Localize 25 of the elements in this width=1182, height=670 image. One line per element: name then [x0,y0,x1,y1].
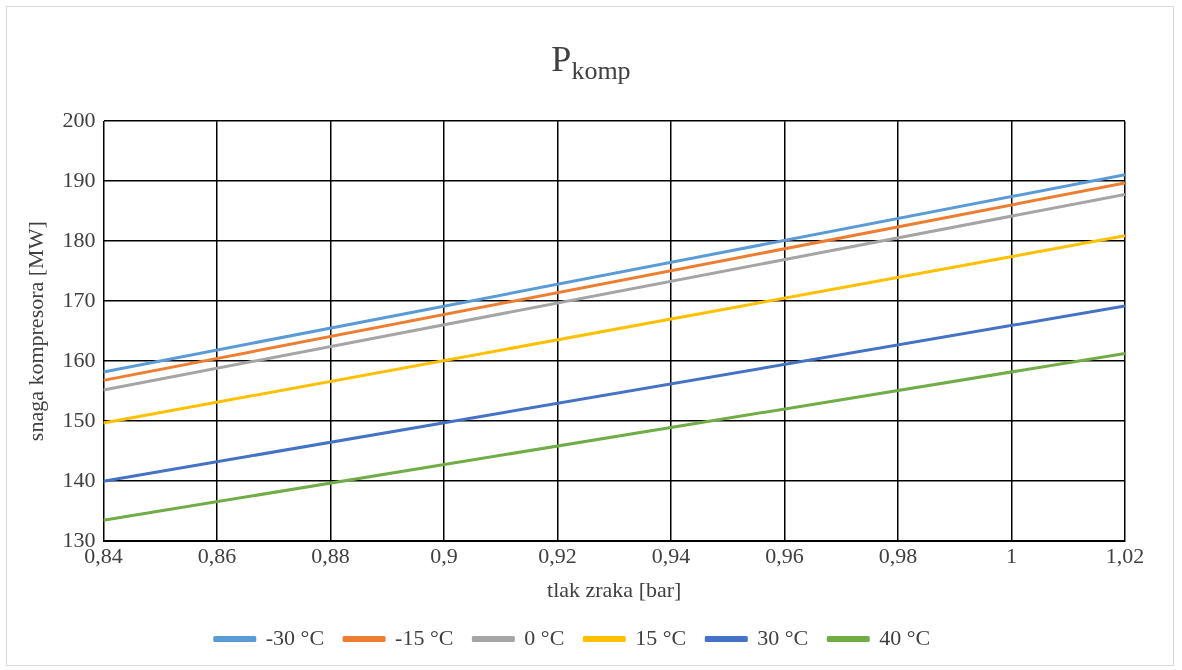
legend-label: 30 °C [757,624,809,650]
x-tick-label: 0,96 [765,543,804,569]
x-tick-label: 1,02 [1105,543,1145,569]
x-tick-label: 0,98 [878,543,918,569]
y-tick-label: 160 [62,346,96,372]
y-tick-label: 190 [62,166,96,192]
x-tick-label: 0,88 [311,543,350,569]
legend-label: 40 °C [879,624,931,650]
y-tick-label: 140 [62,466,96,492]
legend-label: 0 °C [524,624,565,650]
legend-label: 15 °C [635,624,687,650]
y-tick-label: 170 [62,286,96,312]
x-tick-label: 0,9 [430,543,458,569]
x-tick-label: 0,92 [538,543,577,569]
chart-title: P$_{komp}$ [550,38,632,87]
y-axis-title: snaga kompresora [MW] [22,221,48,442]
legend-label: -30 °C [265,624,325,650]
x-tick-label: 1 [1005,543,1017,569]
legend-label: -15 °C [395,624,454,650]
y-tick-label: 200 [62,106,96,132]
x-tick-label: 0,94 [651,543,691,569]
y-tick-label: 180 [62,226,96,252]
y-tick-label: 150 [62,406,96,432]
x-axis-title: tlak zraka [bar] [547,576,682,602]
x-tick-label: 0,86 [197,543,237,569]
